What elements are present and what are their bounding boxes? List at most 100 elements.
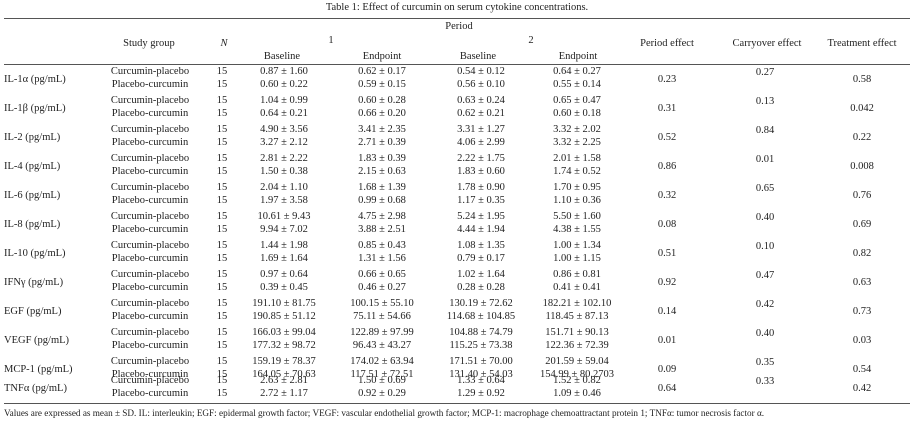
p2-baseline: 0.62 ± 0.21 (457, 108, 505, 119)
cytokine-label: TNFα (pg/mL) (4, 383, 67, 394)
table-row-group: MCP-1 (pg/mL) Curcumin-placebo Placebo-c… (0, 356, 914, 385)
study-group: Curcumin-placebo (110, 124, 190, 135)
treatment-effect: 0.54 (852, 364, 872, 375)
p2-endpoint: 0.55 ± 0.14 (553, 79, 601, 90)
table-row-group: IL-1β (pg/mL) Curcumin-placebo Placebo-c… (0, 95, 914, 124)
p1-endpoint: 0.66 ± 0.20 (358, 108, 406, 119)
p2-baseline: 115.25 ± 73.38 (449, 340, 513, 351)
n-value: 15 (216, 137, 228, 148)
study-group: Curcumin-placebo (110, 375, 190, 386)
carryover-effect: 0.40 (755, 328, 775, 339)
p2-baseline: 1.08 ± 1.35 (457, 240, 505, 251)
n-value: 15 (216, 211, 228, 222)
table-bottom-rule (4, 403, 910, 404)
header-period: Period (445, 21, 473, 32)
table-row-group: IL-1α (pg/mL) Curcumin-placebo Placebo-c… (0, 66, 914, 95)
period-effect: 0.01 (657, 335, 677, 346)
p1-endpoint: 0.99 ± 0.68 (358, 195, 406, 206)
p1-baseline: 0.64 ± 0.21 (260, 108, 308, 119)
p2-endpoint: 0.65 ± 0.47 (553, 95, 601, 106)
treatment-effect: 0.82 (852, 248, 872, 259)
p1-endpoint: 3.41 ± 2.35 (358, 124, 406, 135)
carryover-effect: 0.42 (755, 299, 775, 310)
table-row-group: TNFα (pg/mL) Curcumin-placebo Placebo-cu… (0, 375, 914, 404)
table-row-group: EGF (pg/mL) Curcumin-placebo Placebo-cur… (0, 298, 914, 327)
study-group: Curcumin-placebo (110, 153, 190, 164)
header-p1-baseline: Baseline (263, 51, 301, 62)
cytokine-label: EGF (pg/mL) (4, 306, 62, 317)
p2-baseline: 1.17 ± 0.35 (457, 195, 505, 206)
carryover-effect: 0.13 (755, 96, 775, 107)
p1-baseline: 0.60 ± 0.22 (260, 79, 308, 90)
treatment-effect: 0.22 (852, 132, 872, 143)
header-p2-endpoint: Endpoint (558, 51, 598, 62)
header-period-2: 2 (528, 35, 534, 46)
study-group: Curcumin-placebo (110, 95, 190, 106)
study-group: Curcumin-placebo (110, 182, 190, 193)
n-value: 15 (216, 79, 228, 90)
p1-baseline: 1.44 ± 1.98 (260, 240, 308, 251)
p2-endpoint: 151.71 ± 90.13 (545, 327, 609, 338)
study-group: Placebo-curcumin (111, 166, 189, 177)
p1-endpoint: 174.02 ± 63.94 (350, 356, 414, 367)
carryover-effect: 0.35 (755, 357, 775, 368)
p1-endpoint: 2.15 ± 0.63 (358, 166, 406, 177)
header-carryover-effect: Carryover effect (732, 38, 802, 49)
header-treatment-effect: Treatment effect (827, 38, 897, 49)
study-group: Placebo-curcumin (111, 282, 189, 293)
cytokine-label: MCP-1 (pg/mL) (4, 364, 73, 375)
treatment-effect: 0.69 (852, 219, 872, 230)
p1-endpoint: 1.68 ± 1.39 (358, 182, 406, 193)
p2-endpoint: 154.99 ± 80.2703 (539, 369, 615, 380)
p1-baseline: 0.39 ± 0.45 (260, 282, 308, 293)
p1-endpoint: 96.43 ± 43.27 (352, 340, 412, 351)
p2-endpoint: 1.00 ± 1.15 (553, 253, 601, 264)
cytokine-label: IFNγ (pg/mL) (4, 277, 64, 288)
period-effect: 0.09 (657, 364, 677, 375)
cytokine-label: IL-1β (pg/mL) (4, 103, 66, 114)
treatment-effect: 0.58 (852, 74, 872, 85)
p2-endpoint: 2.01 ± 1.58 (553, 153, 601, 164)
p1-baseline: 2.81 ± 2.22 (260, 153, 308, 164)
cytokine-label: IL-6 (pg/mL) (4, 190, 61, 201)
treatment-effect: 0.76 (852, 190, 872, 201)
p2-baseline: 0.56 ± 0.10 (457, 79, 505, 90)
p1-endpoint: 0.66 ± 0.65 (358, 269, 406, 280)
p2-baseline: 5.24 ± 1.95 (457, 211, 505, 222)
table-row-group: IL-10 (pg/mL) Curcumin-placebo Placebo-c… (0, 240, 914, 269)
cytokine-label: IL-2 (pg/mL) (4, 132, 61, 143)
p1-baseline: 177.32 ± 98.72 (252, 340, 316, 351)
period-effect: 0.23 (657, 74, 677, 85)
p2-baseline: 131.40 ± 54.03 (449, 369, 513, 380)
n-value: 15 (216, 388, 228, 399)
n-value: 15 (216, 182, 228, 193)
treatment-effect: 0.03 (852, 335, 872, 346)
p1-baseline: 1.97 ± 3.58 (260, 195, 308, 206)
cytokine-label: IL-10 (pg/mL) (4, 248, 66, 259)
n-value: 15 (216, 340, 228, 351)
carryover-effect: 0.40 (755, 212, 775, 223)
study-group: Placebo-curcumin (111, 108, 189, 119)
table-row-group: IFNγ (pg/mL) Curcumin-placebo Placebo-cu… (0, 269, 914, 298)
p2-baseline: 1.33 ± 0.64 (457, 375, 505, 386)
cytokine-label: VEGF (pg/mL) (4, 335, 70, 346)
study-group: Curcumin-placebo (110, 269, 190, 280)
n-value: 15 (216, 298, 228, 309)
period-effect: 0.14 (657, 306, 677, 317)
period-effect: 0.52 (657, 132, 677, 143)
p2-endpoint: 0.64 ± 0.27 (553, 66, 601, 77)
period-effect: 0.64 (657, 383, 677, 394)
p1-endpoint: 100.15 ± 55.10 (350, 298, 414, 309)
p1-endpoint: 1.50 ± 0.69 (358, 375, 406, 386)
p1-endpoint: 0.60 ± 0.28 (358, 95, 406, 106)
study-group: Placebo-curcumin (111, 388, 189, 399)
n-value: 15 (216, 253, 228, 264)
p2-baseline: 4.06 ± 2.99 (457, 137, 505, 148)
treatment-effect: 0.008 (850, 161, 874, 172)
table-row-group: IL-6 (pg/mL) Curcumin-placebo Placebo-cu… (0, 182, 914, 211)
header-p1-endpoint: Endpoint (362, 51, 402, 62)
n-value: 15 (216, 327, 228, 338)
p2-baseline: 104.88 ± 74.79 (449, 327, 513, 338)
p2-endpoint: 1.70 ± 0.95 (553, 182, 601, 193)
study-group: Curcumin-placebo (110, 298, 190, 309)
